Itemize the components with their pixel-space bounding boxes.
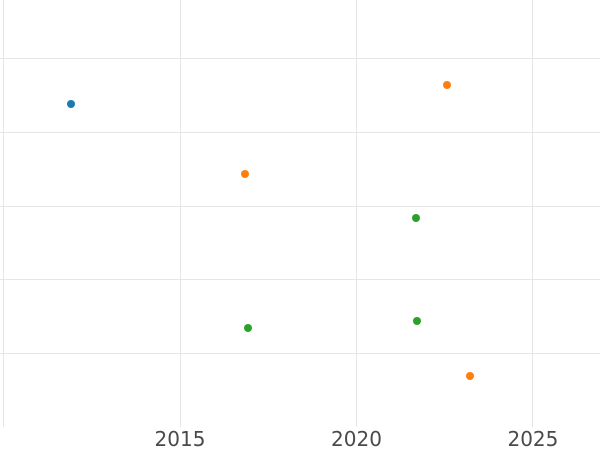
x-tick-label-2020: 2020 [331, 427, 382, 450]
horizontal-gridline-3 [0, 205, 600, 207]
plot-area [0, 0, 600, 427]
x-tick-label-2025: 2025 [507, 427, 559, 450]
x-axis: 2015 2020 2025 [0, 427, 600, 450]
x-tick-label-2015: 2015 [154, 427, 206, 450]
horizontal-gridline-2 [0, 279, 600, 281]
horizontal-gridline-1 [0, 352, 600, 354]
green-series-point-0 [243, 323, 252, 332]
green-series-point-1 [412, 213, 421, 222]
vertical-gridline-2020 [355, 0, 357, 427]
vertical-gridline-2010 [3, 0, 5, 427]
vertical-gridline-2025 [532, 0, 534, 427]
blue-series-point-0 [66, 99, 75, 108]
orange-series-point-0 [241, 169, 250, 178]
green-series-point-2 [413, 316, 422, 325]
orange-series-point-2 [466, 372, 475, 381]
horizontal-gridline-4 [0, 132, 600, 134]
horizontal-gridline-5 [0, 58, 600, 60]
vertical-gridline-2015 [179, 0, 181, 427]
orange-series-point-1 [443, 81, 452, 90]
